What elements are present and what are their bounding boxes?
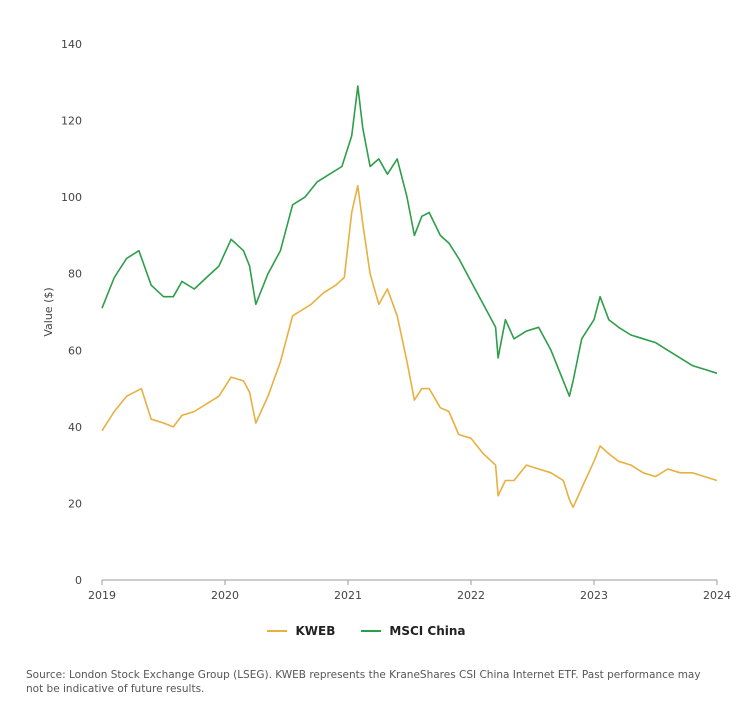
x-tick-label: 2019	[88, 589, 116, 602]
series-line-msci-china	[101, 85, 718, 398]
y-tick-label: 40	[68, 421, 82, 434]
x-tick-label: 2022	[457, 589, 485, 602]
legend-label-kweb: KWEB	[295, 624, 336, 638]
y-tick-label: 120	[61, 115, 82, 128]
y-axis-ticks: 0 20 40 60 80 100 120 140	[61, 38, 82, 587]
series-lines	[101, 85, 718, 509]
x-tick-label: 2020	[211, 589, 239, 602]
series-line-kweb	[101, 184, 718, 509]
legend: KWEB MSCI China	[0, 624, 733, 638]
y-tick-label: 80	[68, 268, 82, 281]
y-tick-label: 140	[61, 38, 82, 51]
line-chart: Value ($) 0 20 40 60 80 100 120 140 2019 2020 202…	[42, 38, 731, 602]
x-tick-label: 2023	[580, 589, 608, 602]
legend-swatch-kweb	[267, 630, 288, 632]
x-tick-label: 2024	[703, 589, 731, 602]
y-tick-label: 20	[68, 497, 82, 510]
legend-item-kweb[interactable]: KWEB	[267, 624, 335, 638]
y-tick-label: 0	[75, 574, 82, 587]
legend-swatch-msci-china	[361, 630, 382, 632]
y-axis-title: Value ($)	[42, 287, 55, 336]
x-axis-ticks: 2019 2020 2021 2022 2023 2024	[88, 580, 731, 602]
source-note: Source: London Stock Exchange Group (LSE…	[26, 669, 701, 695]
y-tick-label: 60	[68, 344, 82, 357]
y-axis-title-group: Value ($)	[42, 287, 55, 336]
y-tick-label: 100	[61, 191, 82, 204]
legend-item-msci-china[interactable]: MSCI China	[361, 624, 466, 638]
x-tick-label: 2021	[334, 589, 362, 602]
legend-label-msci-china: MSCI China	[389, 624, 466, 638]
